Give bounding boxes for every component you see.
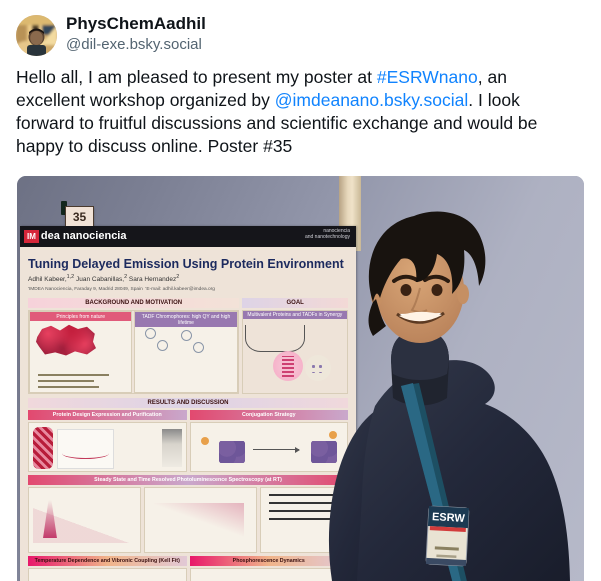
svg-text:ESRW: ESRW	[432, 511, 466, 525]
